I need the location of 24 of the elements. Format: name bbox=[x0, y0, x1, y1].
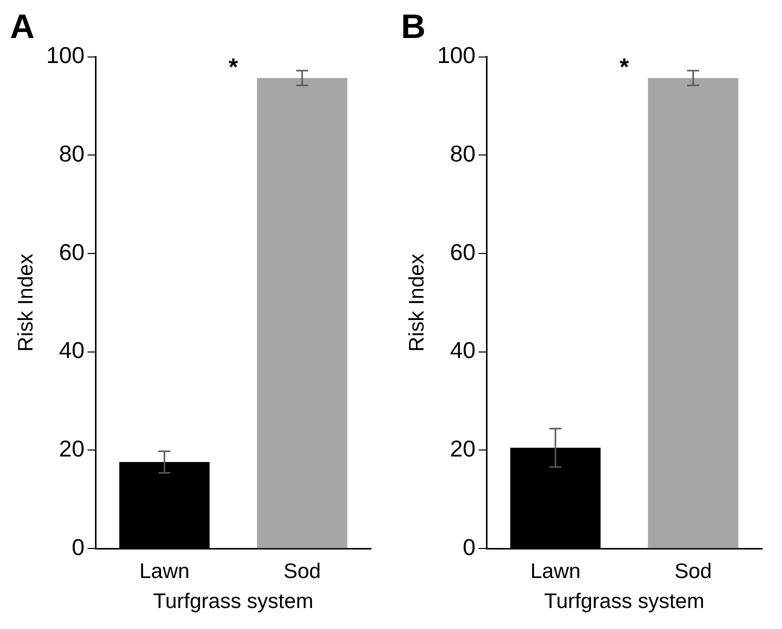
x-tick-label: Lawn bbox=[139, 560, 190, 583]
y-axis-title: Risk Index bbox=[14, 253, 38, 352]
y-tick-label: 40 bbox=[450, 337, 476, 364]
y-tick-label: 20 bbox=[58, 436, 85, 462]
y-tick-label: 60 bbox=[58, 238, 85, 265]
y-tick-label: 100 bbox=[46, 42, 85, 68]
y-tick-label: 80 bbox=[58, 140, 85, 167]
y-tick-label: 60 bbox=[450, 238, 476, 265]
chart-title: A bbox=[10, 8, 35, 46]
y-axis-title: Risk Index bbox=[405, 253, 428, 352]
y-tick-label: 0 bbox=[462, 534, 476, 560]
x-axis-title: Turfgrass system bbox=[153, 590, 314, 614]
y-tick-label: 100 bbox=[437, 42, 476, 68]
x-tick-label: Sod bbox=[283, 560, 321, 583]
y-tick-label: 0 bbox=[72, 534, 85, 560]
annotation: * bbox=[228, 54, 239, 81]
y-tick-label: 80 bbox=[450, 140, 476, 167]
x-tick-label: Sod bbox=[674, 560, 712, 583]
y-tick-label: 20 bbox=[450, 436, 476, 462]
annotation: * bbox=[620, 54, 630, 81]
x-axis-title: Turfgrass system bbox=[544, 590, 704, 614]
chart-title: B bbox=[401, 8, 426, 46]
x-tick-label: Lawn bbox=[530, 560, 581, 583]
y-tick-label: 40 bbox=[58, 337, 85, 364]
